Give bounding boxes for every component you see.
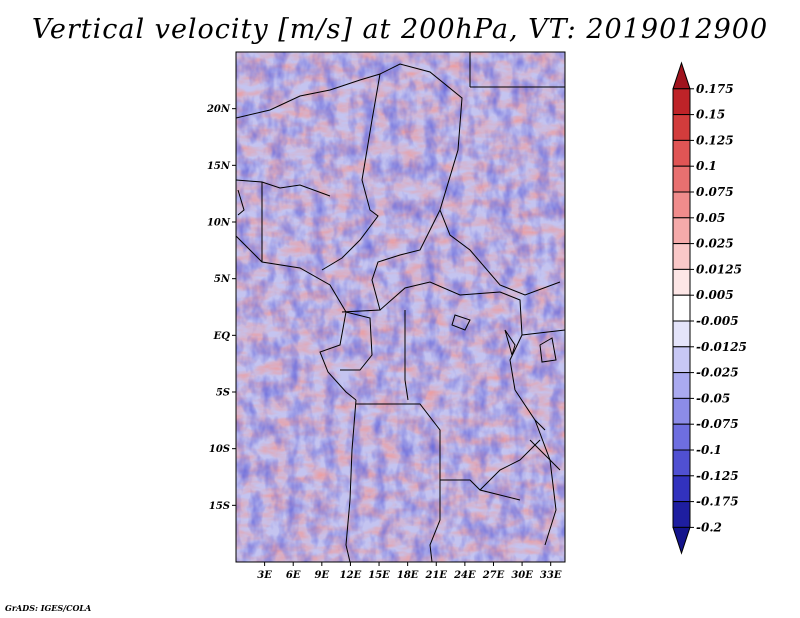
colorbar-label: -0.1 [696,443,722,457]
lon-tick-label: 24E [453,570,476,581]
colorbar-label: 0.005 [696,288,734,302]
colorbar-swatch [672,114,691,141]
lat-tick-label: 5N [214,274,231,285]
lat-tick-label: 5S [216,388,230,399]
lat-tick-label: 10N [207,218,231,229]
colorbar-label: -0.125 [696,469,739,483]
lon-tick-label: 15E [368,570,390,581]
colorbar-label: -0.175 [696,495,739,509]
lon-tick-label: 6E [286,570,301,581]
colorbar-label: 0.0125 [696,262,742,276]
lat-tick-label: 15N [207,161,231,172]
colorbar-label: 0.05 [696,211,725,225]
colorbar-swatch [672,217,691,245]
colorbar-swatch [672,526,691,555]
colorbar-swatch [672,243,691,270]
colorbar-swatch [672,449,691,477]
lat-tick-label: 10S [209,444,230,455]
chart-title: Vertical velocity [m/s] at 200hPa, VT: 2… [31,14,769,45]
colorbar-label: 0.025 [696,237,734,251]
colorbar-swatch [672,346,691,374]
colorbar-label: 0.15 [696,108,725,122]
colorbar-label: -0.005 [696,314,739,328]
colorbar-swatch [672,501,691,528]
colorbar-label: 0.125 [696,133,734,147]
colorbar-swatch [672,294,691,322]
lon-tick-label: 27E [482,570,505,581]
colorbar-swatch [672,372,691,399]
latitude-axis: 20N 15N 10N 5N EQ 5S 10S 15S [206,104,236,512]
colorbar-label: -0.05 [696,391,730,405]
colorbar-label: 0.075 [696,185,734,199]
lon-tick-label: 33E [540,570,562,581]
colorbar-label: -0.075 [696,417,739,431]
lat-tick-label: EQ [213,331,231,342]
colorbar-swatch [672,139,691,167]
velocity-field [236,52,565,562]
lat-tick-label: 15S [209,501,230,512]
lat-tick-label: 20N [206,104,231,115]
lon-tick-label: 9E [315,570,330,581]
longitude-axis: 3E 6E 9E 12E 15E 18E 21E 24E 27E 30E 33E [257,562,562,581]
colorbar-label: -0.025 [696,366,739,380]
colorbar-label: 0.175 [696,82,734,96]
lon-tick-label: 3E [257,570,272,581]
lon-tick-label: 21E [424,570,447,581]
colorbar-swatch [672,268,691,296]
colorbar-label: -0.2 [696,520,722,534]
colorbar-swatch [672,165,691,193]
grads-credit: GrADS: IGES/COLA [5,603,92,613]
colorbar-swatch [672,88,691,116]
colorbar-swatch [672,320,691,348]
colorbar-swatch [672,397,691,425]
lon-tick-label: 18E [397,570,419,581]
colorbar-swatch [672,191,691,219]
map-frame [235,51,566,563]
lon-tick-label: 12E [340,570,362,581]
colorbar-label: 0.1 [696,159,717,173]
colorbar-label: -0.0125 [696,340,747,354]
colorbar: 0.175 0.15 0.125 0.1 0.075 0.05 0.025 0.0125 0.0… [672,61,747,555]
colorbar-swatch [672,423,691,451]
country-borders [236,52,565,562]
colorbar-swatch [672,475,691,503]
colorbar-swatch [672,61,691,90]
lon-tick-label: 30E [511,570,533,581]
